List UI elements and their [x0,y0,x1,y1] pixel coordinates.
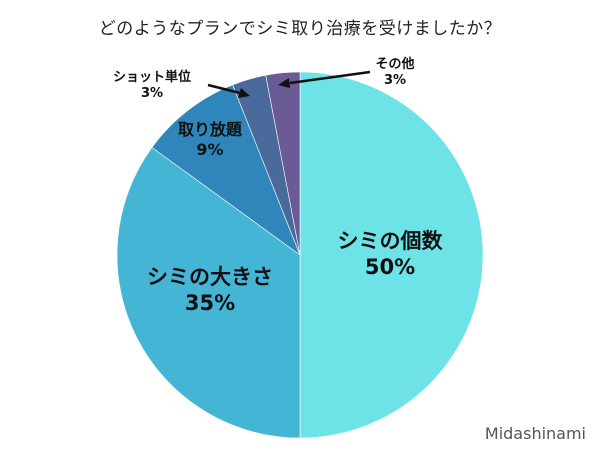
pie-slice [116,147,301,439]
label-other: その他 3% [355,57,435,90]
watermark: Midashinami [484,424,586,443]
arrow-other [278,70,371,88]
label-other-pct: 3% [383,73,407,89]
pie-slice [151,84,301,256]
label-shot-pct: 3% [140,86,164,102]
label-other-name: その他 [375,57,415,72]
pie-slice [265,71,301,256]
label-unlimited: 取り放題 9% [160,120,260,160]
label-size-pct: 35% [184,291,236,316]
chart-title: どのようなプランでシミ取り治療を受けましたか？ [98,19,502,39]
label-count: シミの個数 50% [320,228,460,281]
label-count-name: シミの個数 [337,229,443,253]
label-size-name: シミの大きさ [147,265,273,289]
label-unlimited-pct: 9% [196,140,224,159]
label-unlimited-name: 取り放題 [177,120,242,139]
label-size: シミの大きさ 35% [125,264,295,317]
label-count-pct: 50% [364,255,416,280]
label-shot: ショット単位 3% [92,70,212,103]
pie-slice [299,71,484,439]
label-shot-name: ショット単位 [112,70,191,85]
arrow-shot [207,83,250,98]
